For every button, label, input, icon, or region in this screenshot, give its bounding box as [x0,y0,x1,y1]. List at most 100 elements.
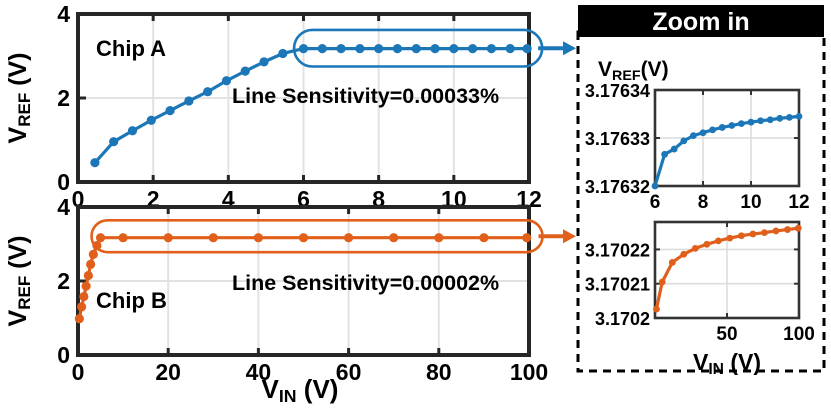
inset-x-tick-label: 100 [783,324,815,345]
inset-y-axis-label-a: VREF(V) [598,58,669,84]
inset-data-point [699,129,707,137]
zoom-panel: Zoom in [576,5,826,373]
data-point [221,76,232,86]
inset-y-axis-label-text-a: VREF(V) [598,58,669,84]
data-point [86,259,96,269]
zoom-panel-header-bar [578,5,824,37]
inset-data-point [772,227,780,235]
inset-x-tick-label: 50 [716,324,737,345]
inset-y-tick-label: 3.17022 [585,240,650,260]
inset-data-point [670,145,678,153]
inset-data-point [714,237,722,245]
inset-data-point [658,278,666,286]
data-point [163,233,173,243]
tick-marks [76,205,531,357]
data-point [240,66,250,76]
inset-x-axis-label-text-b: VIN (V) [693,349,761,378]
inset-data-point [757,117,764,125]
data-point [479,233,489,243]
inset-data-point [703,240,711,248]
data-markers [74,233,532,324]
inset-y-tick-label: 3.17021 [585,275,650,295]
y-tick-label: 0 [57,342,70,368]
data-point [81,281,91,291]
x-tick-label: 80 [426,359,452,385]
data-point [468,44,478,54]
inset-x-axis-label-b: VIN (V) [693,349,761,378]
tick-marks [76,12,531,184]
inset-data-point [653,305,660,313]
y-axis-label-text: VREF (V) [4,53,34,144]
data-point [355,44,365,54]
data-point [434,233,444,243]
inset-data-point [726,234,734,242]
data-point [109,137,119,147]
inset-data-point [709,126,716,134]
inset-data-point [786,113,793,121]
inset-data-point [661,150,668,158]
inset-data-point [680,250,688,258]
inset-data-point [738,120,745,127]
inset-data-point [795,113,803,120]
data-point [184,96,194,106]
data-point [278,48,288,59]
data-point [74,314,84,324]
inset-data-point [766,116,774,124]
y-tick-label: 4 [57,194,70,220]
data-point [203,87,213,97]
callout-arrow-head [563,41,576,56]
x-tick-label: 20 [155,359,181,385]
x-tick-label: 100 [510,359,548,385]
y-axis-label: VREF (V) [4,53,34,144]
y-axis-label-text: VREF (V) [4,236,34,327]
data-point [336,44,346,54]
line-sensitivity-annotation: Line Sensitivity=0.00033% [232,84,499,108]
data-point [298,233,309,243]
inset-data-point [728,122,736,129]
data-point [165,106,175,116]
data-point [92,240,102,251]
data-point [95,233,106,243]
data-point [208,233,218,243]
inset-data-line-chip-a-inset [653,114,801,188]
data-point [77,302,87,312]
inset-data-point [680,137,688,145]
x-tick-label: 40 [246,359,272,385]
gridlines [78,207,529,355]
chip-b-inset-inset: 3.1702 3.17021 3.17022 50 100 [585,220,815,345]
inset-x-tick-label: 10 [740,192,761,213]
chip-a-inset-inset: 3.17632 3.17633 3.17634 6 8 10 12 [585,81,810,213]
y-tick-labels: 0 2 4 [57,194,70,368]
x-axis-label: VIN (V) [262,374,339,406]
inset-data-point [794,224,802,232]
data-point [486,44,497,54]
chip-title: Chip A [96,36,166,61]
y-tick-label: 2 [57,268,70,294]
inset-data-point [749,230,757,238]
x-tick-label: 0 [72,359,85,385]
data-point [118,233,128,243]
inset-data-markers [651,113,803,190]
inset-y-tick-label: 3.17633 [585,129,650,149]
data-point [522,44,532,54]
line-sensitivity-annotation: Line Sensitivity=0.00002% [232,271,499,295]
inset-data-point [691,245,699,252]
inset-data-point [668,259,676,266]
data-markers [90,44,532,168]
data-point [146,115,156,125]
inset-x-tick-labels: 50 100 [716,324,814,345]
x-tick-label: 60 [336,359,362,385]
data-point [127,126,138,136]
inset-y-tick-label: 3.17634 [585,81,650,101]
x-tick-labels: 0 20 40 60 80 100 [72,359,549,385]
callout-arrow-head [563,229,576,244]
data-point [298,44,309,54]
inset-data-point [738,232,745,240]
inset-data-point [651,182,659,190]
data-point [83,270,93,281]
inset-data-markers [653,224,802,313]
inset-data-point [776,114,784,122]
y-axis-label: VREF (V) [4,236,34,327]
